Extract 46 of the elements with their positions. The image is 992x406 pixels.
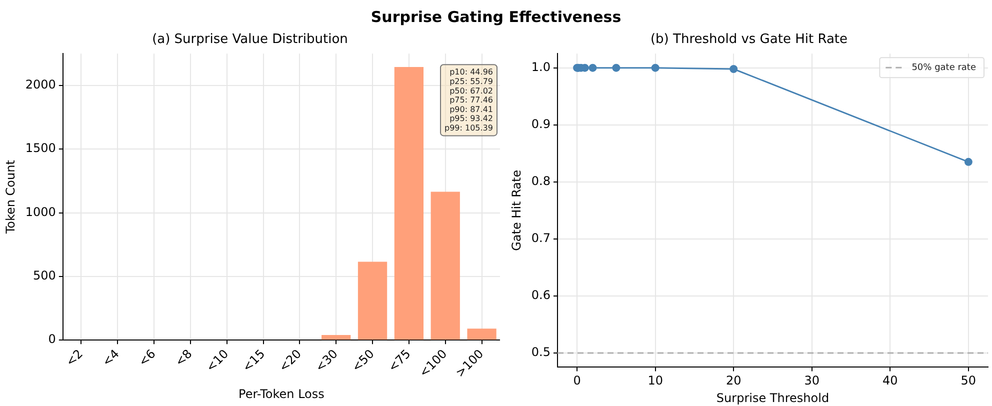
- x-tick-label: <50: [349, 346, 377, 374]
- x-tick-label: <15: [240, 346, 268, 374]
- x-tick-label: <10: [203, 346, 232, 374]
- annotation: p10: 44.96 p25: 55.79 p50: 67.02 p75: 77.46 p90: 87.41 p95: 93.42 p99: 105.39: [444, 68, 493, 132]
- x-tick-label: <2: [63, 346, 86, 370]
- x-tick-label: 40: [882, 374, 898, 388]
- x-tick-label: <30: [312, 346, 340, 374]
- x-tick-label: 20: [726, 374, 742, 388]
- legend-label: 50% gate rate: [912, 62, 976, 73]
- x-axis-title: Per-Token Loss: [238, 386, 324, 401]
- x-tick-label: 30: [804, 374, 820, 388]
- point: [964, 158, 972, 166]
- point: [588, 64, 597, 72]
- x-tick-label: <20: [276, 346, 304, 374]
- x-tick-label: <6: [136, 346, 158, 370]
- chart-title: (b) Threshold vs Gate Hit Rate: [650, 32, 848, 48]
- y-axis-title: Gate Hit Rate: [509, 170, 524, 251]
- y-tick-label: 0.8: [531, 174, 550, 188]
- point: [730, 64, 738, 73]
- point: [651, 64, 660, 72]
- y-tick-label: 500: [33, 268, 56, 283]
- x-tick-label: <75: [385, 346, 414, 374]
- bar: [467, 328, 496, 340]
- bar: [322, 335, 351, 340]
- bar: [430, 192, 460, 340]
- x-tick-label: 10: [648, 374, 663, 388]
- y-tick-label: 0.6: [531, 288, 550, 302]
- x-tick-label: <8: [172, 346, 195, 370]
- y-tick-label: 0.5: [531, 345, 550, 360]
- y-tick-label: 0.7: [531, 231, 550, 246]
- chart-subtitle: (a) Surprise Value Distribution: [152, 32, 348, 48]
- bar: [358, 262, 388, 340]
- y-tick-label: 1500: [25, 141, 56, 156]
- x-axis-title: Surprise Threshold: [716, 390, 830, 405]
- point: [612, 64, 620, 72]
- y-tick-label: 0: [48, 332, 56, 346]
- x-tick-label: 0: [573, 374, 581, 388]
- y-axis-title: Token Count: [3, 160, 18, 235]
- y-tick-label: 1000: [25, 204, 56, 219]
- bar: [394, 66, 424, 340]
- chart-title: Surprise Gating Effectiveness: [370, 7, 622, 28]
- y-tick-label: 0.9: [531, 117, 550, 131]
- y-tick-label: 1.0: [531, 60, 550, 74]
- y-tick-label: 2000: [25, 78, 56, 92]
- x-tick-label: 50: [960, 374, 976, 388]
- x-tick-label: <4: [99, 346, 122, 370]
